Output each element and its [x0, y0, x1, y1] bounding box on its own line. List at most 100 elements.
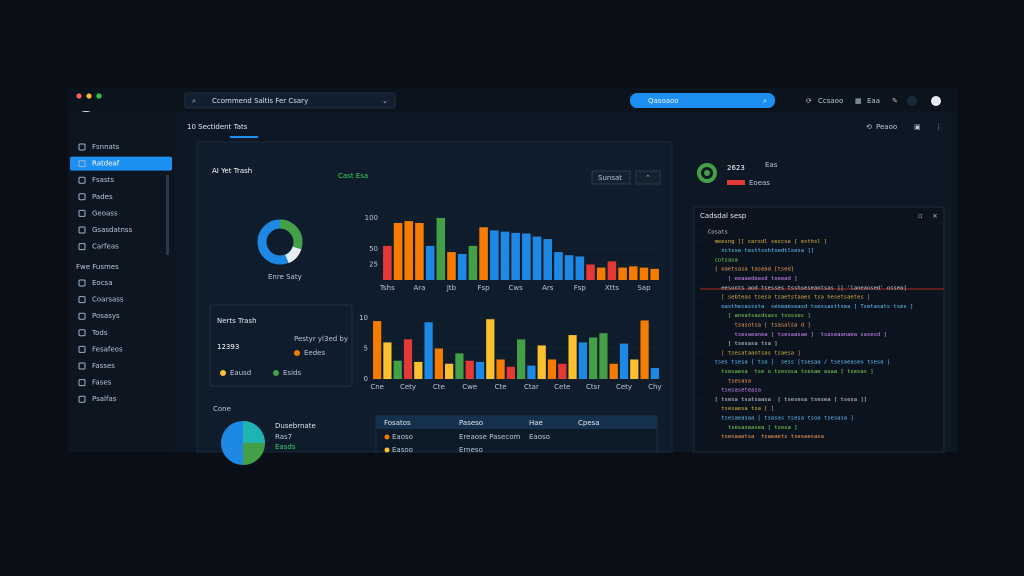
bar — [564, 255, 574, 280]
header-action[interactable]: Peaoo — [876, 123, 897, 131]
dot-max[interactable] — [96, 93, 102, 99]
bar — [506, 366, 515, 379]
bar — [383, 245, 392, 280]
nav-item[interactable]: Pades — [92, 193, 113, 201]
nav-icon — [78, 226, 86, 234]
nav-item[interactable]: Ratdeaf — [92, 160, 120, 168]
tool-text[interactable]: Eaa — [867, 97, 880, 105]
nav-item[interactable]: Geoass — [92, 209, 118, 217]
code-panel — [693, 206, 945, 453]
bar — [434, 348, 443, 379]
code-line: oasthecasssta seseaeseasd tsessasttsea [… — [708, 304, 913, 310]
nav-item[interactable]: Posasys — [92, 312, 120, 320]
bar — [650, 368, 659, 379]
button-icon: ⌃ — [645, 174, 651, 182]
line-number: · — [700, 425, 703, 431]
code-close[interactable]: × — [932, 212, 938, 220]
code-line: sctsse testtsohtsedtlsesa ]] — [708, 248, 814, 254]
table-cell: Eaoso — [392, 433, 413, 441]
search-pill-text: Qasoaoo — [648, 97, 679, 105]
nav-icon — [78, 345, 86, 353]
main-title: AI Yet Trash — [212, 167, 252, 175]
button[interactable] — [591, 170, 631, 185]
nav-item[interactable]: Gsasdatnss — [92, 226, 133, 234]
legend-dot — [220, 370, 226, 376]
line-number: · — [700, 239, 703, 245]
bar — [532, 236, 542, 280]
nav-item[interactable]: Fasses — [92, 362, 115, 370]
bar — [500, 231, 510, 280]
stats-value: 12393 — [217, 343, 239, 351]
search-box[interactable] — [184, 92, 396, 109]
table-header — [376, 416, 657, 429]
line-number: · — [700, 360, 703, 366]
line-number: · — [700, 350, 703, 356]
bottom-line: Easds — [275, 443, 296, 451]
tool-icon: ✎ — [892, 97, 898, 105]
bar — [373, 321, 382, 379]
tag-dot — [294, 350, 300, 356]
code-icon[interactable]: ▫ — [918, 212, 923, 220]
stats-title: Nerts Trash — [217, 317, 257, 325]
tool-icon[interactable] — [907, 96, 917, 106]
nav-item[interactable]: Fsasts — [92, 176, 114, 184]
search-pill[interactable] — [630, 93, 775, 108]
bar — [517, 339, 526, 379]
nav-item[interactable]: Eocsa — [92, 279, 113, 287]
search-pill-icon: ⌕ — [763, 97, 767, 105]
stats-note: Pestyr yl3ed by — [294, 335, 348, 343]
header-menu[interactable]: ⋮ — [935, 123, 942, 131]
dot-close[interactable] — [76, 93, 82, 99]
nav-item[interactable]: Tods — [91, 329, 108, 337]
search-icon: ⌕ — [192, 97, 196, 105]
bar — [522, 233, 531, 280]
dot-min[interactable] — [86, 93, 92, 99]
nav-section: Fwe Fusmes — [76, 263, 119, 271]
code-line: [ tsesa tsatsaasa [ tsesesa tsesea [ tse… — [708, 397, 867, 403]
nav-item[interactable]: Coarsass — [92, 296, 124, 304]
sidebar-scroll — [166, 175, 169, 255]
bar — [511, 232, 520, 280]
line-number: · — [700, 230, 703, 236]
bar — [486, 319, 495, 379]
code-line: tsesaeasaa [ tsasas tsesa tsoa tsesasa ] — [708, 416, 854, 422]
bar — [639, 267, 649, 280]
chevron: ⌄ — [382, 97, 388, 105]
line-number: · — [700, 378, 703, 384]
bar — [403, 339, 413, 379]
bar — [465, 360, 474, 379]
nav-item[interactable]: Fases — [92, 379, 112, 387]
bottom-label: Cone — [213, 405, 231, 413]
bar — [640, 320, 649, 379]
nav-item[interactable]: Fesafeos — [92, 345, 123, 353]
x-tick-label: Cwe — [462, 383, 477, 391]
table-head: Paseso — [459, 419, 483, 427]
nav-item[interactable]: Carfeas — [92, 243, 119, 251]
nav-icon — [78, 379, 86, 387]
nav-item[interactable]: Fsnnats — [92, 143, 120, 151]
line-number: · — [700, 416, 703, 422]
legend-text: Esids — [283, 369, 301, 377]
bar — [599, 333, 608, 379]
x-tick-label: Xtts — [605, 284, 619, 292]
code-line: tsesaesa tsa [ ] — [708, 406, 774, 412]
x-tick-label: Ctsr — [586, 383, 600, 391]
code-line: tses tsesa [ tsa ] sess [tsesaa / tsesae… — [708, 360, 890, 366]
bar — [479, 227, 488, 280]
button[interactable] — [635, 170, 661, 185]
bar — [575, 256, 585, 280]
bar — [415, 222, 424, 280]
bar — [554, 252, 563, 280]
avatar[interactable] — [931, 96, 941, 106]
tool-text[interactable]: Ccsaoo — [818, 97, 843, 105]
bar — [586, 264, 595, 280]
nav-icon — [78, 362, 86, 370]
code-line: tsesasa — [708, 378, 751, 384]
nav-icon — [78, 143, 86, 151]
code-line: [ eeaaedeasd tseead ] — [708, 276, 797, 282]
table-head: Cpesa — [578, 419, 600, 427]
nav-item[interactable]: Psalfas — [92, 395, 117, 403]
nav-icon — [78, 279, 86, 287]
nav-icon — [78, 209, 86, 217]
nav-icon — [78, 296, 86, 304]
